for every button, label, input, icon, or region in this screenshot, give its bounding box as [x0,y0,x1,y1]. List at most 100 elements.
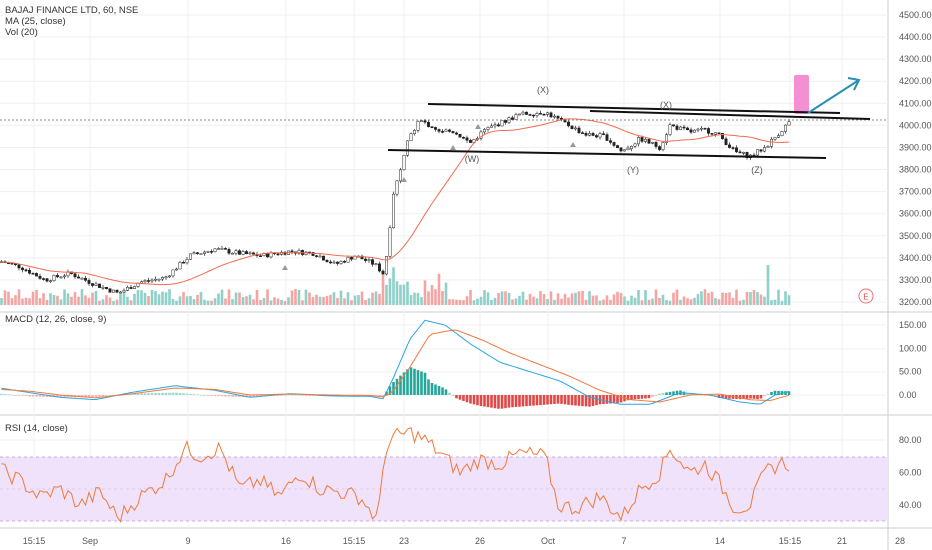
volume-bar [434,289,437,305]
volume-bar [563,294,567,305]
time-scale[interactable]: 15:15 Sep 9 16 15:15 23 26 Oct 7 14 15:15 21 28 [23,536,905,546]
candle-body [276,253,280,256]
macd-histogram-bar [472,395,476,405]
signal-line [1,329,790,403]
time-scale-label: 9 [185,536,190,546]
price-scale-label: 4000.00 [899,120,932,130]
candle-body [182,261,185,264]
volume-bar [395,281,399,305]
candle-body [423,120,427,123]
volume-bar [721,292,724,305]
macd-panel[interactable]: MACD (12, 26, close, 9) [0,314,791,409]
volume-bar [528,293,532,305]
event-marker[interactable]: E [858,288,874,304]
volume-bar [458,299,462,305]
volume-bar [595,295,598,305]
volume-bar [546,298,549,305]
macd-scale-label: 100.00 [899,343,927,353]
price-scale-label: 4500.00 [899,10,932,20]
macd-histogram-bar [63,395,66,398]
candle-body [777,135,780,138]
volume-bar [735,289,738,305]
candle-body [609,140,612,143]
candle-body [455,132,458,135]
time-scale-label: Sep [82,536,98,546]
volume-bar [423,280,427,305]
candle-body [126,287,129,291]
volume-bars [0,265,791,305]
candle-body [336,261,339,264]
candle-body [364,258,367,261]
volume-bar [623,296,626,305]
volume-bar [406,281,409,305]
macd-histogram-bar [535,395,539,406]
macd-histogram-bar [773,390,777,395]
candle-body [343,261,346,263]
candle-body [206,251,210,253]
macd-histogram-bar [462,395,465,401]
candle-body [745,152,749,159]
candle-body [693,129,696,133]
time-scale-label: 15:15 [779,536,802,546]
volume-bar [553,299,556,305]
candle-body [577,127,581,133]
volume-bar [787,295,791,305]
price-scale[interactable]: 4500.00 4400.00 4300.00 4200.00 4100.00 4000.… [899,10,932,510]
wave-labels: (X) (W) (X) (Y) (Z) [282,85,763,270]
candle-body [525,111,528,115]
candle-body [602,133,605,135]
wave-label: (X) [660,100,672,110]
rsi-scale-label: 60.00 [899,468,922,478]
macd-histogram-bar [21,395,24,396]
macd-scale-label: 150.00 [899,320,927,330]
macd-histogram-bar [458,395,462,400]
volume-bar [322,297,325,305]
macd-histogram-bar [588,395,591,407]
candle-body [451,131,455,134]
macd-histogram-bar [227,395,231,397]
macd-line [1,319,790,405]
volume-bar [507,292,511,305]
macd-histogram-bar [259,395,262,397]
candle-body [339,261,343,264]
volume-bar [161,291,164,305]
candle-body [367,259,371,261]
time-scale-label: 16 [281,536,291,546]
volume-bar [640,300,644,305]
volume-bar [262,298,266,305]
candle-body [528,114,532,116]
volume-bar [178,296,182,305]
candle-body [238,250,241,255]
macd-histogram-bar [199,394,203,396]
price-scale-label: 3600.00 [899,209,932,219]
rsi-line [1,427,790,523]
candle-body [500,120,504,127]
volume-bar [486,292,490,305]
volume-bar [38,298,42,305]
volume-bar [213,298,217,305]
macd-histogram-bar [402,372,406,395]
volume-bar [273,297,276,305]
volume-bar [511,299,514,305]
volume-bar [427,291,430,305]
macd-histogram-bar [301,394,304,396]
price-panel[interactable]: (X) (W) (X) (Y) (Z) E BAJAJ FINANCE LTD, 60,… [0,5,888,305]
volume-bar [248,294,252,305]
target-zone-box [794,75,809,114]
time-scale-label: Oct [541,536,556,546]
rsi-panel[interactable]: RSI (14, close) [0,423,888,523]
pivot-marker [401,177,407,182]
macd-histogram-bar [56,395,59,398]
candle-body [721,133,724,140]
volume-bar [129,300,133,305]
macd-histogram-bar [87,395,91,397]
candle-body [465,137,469,141]
volume-bar [430,284,434,305]
macd-histogram-bar [210,395,213,396]
macd-histogram-bar [689,393,693,395]
candle-body [94,283,98,286]
candle-body [115,289,119,293]
macd-histogram-bar [378,395,381,397]
